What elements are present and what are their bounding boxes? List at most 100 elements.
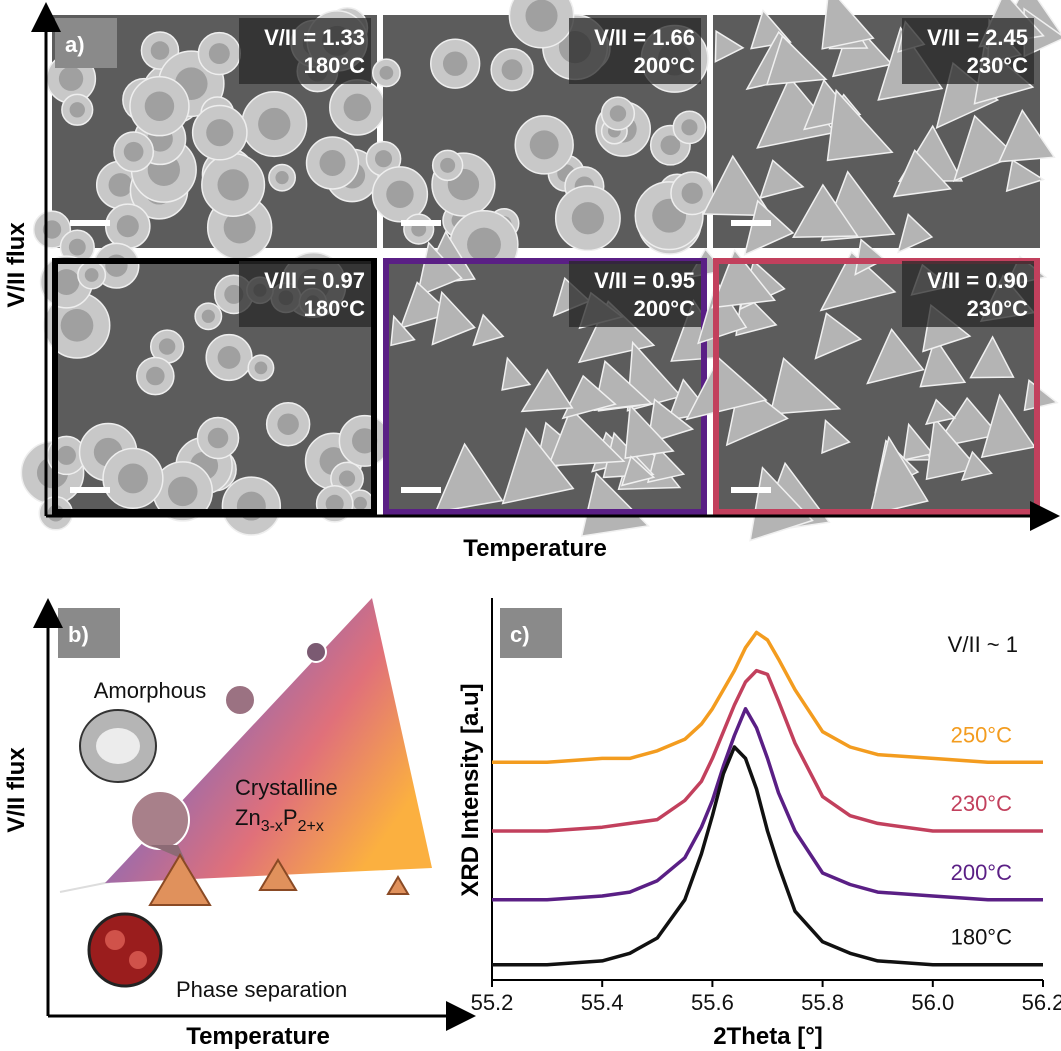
amorphous-icon <box>96 728 140 764</box>
grain-core <box>525 0 557 32</box>
grain-core <box>277 413 298 434</box>
x-tick-label: 55.4 <box>581 990 624 1015</box>
grain-core <box>159 338 175 354</box>
panel-label: b) <box>68 622 89 647</box>
divider <box>60 882 110 892</box>
grain-core <box>255 362 268 375</box>
panel-a: V/II = 1.33 180°C V/II = 1.66 200°C V/II = 2… <box>21 0 1061 541</box>
ratio-label: V/II = 0.97 <box>264 268 365 293</box>
grain-core <box>339 470 355 486</box>
grain-core <box>57 446 76 465</box>
temp-label: 230°C <box>967 296 1029 321</box>
grain-core <box>682 183 703 204</box>
crystal-icon <box>225 685 255 715</box>
crystal-icon <box>306 642 326 662</box>
grain-core <box>118 463 148 493</box>
grain-core <box>681 119 697 135</box>
x-tick-label: 56.0 <box>911 990 954 1015</box>
scale-bar <box>731 220 771 226</box>
grain <box>1025 380 1058 410</box>
grain-core <box>206 119 233 146</box>
grain-core <box>375 150 392 167</box>
scale-bar <box>401 487 441 493</box>
grain-core <box>209 43 230 64</box>
phase-separation-icon <box>129 951 147 969</box>
y-axis-label: V/II flux <box>3 222 30 308</box>
panel-c: c) V/II ~ 1 XRD Intensity [a.u] 2Theta [… <box>457 598 1061 1050</box>
annotation: V/II ~ 1 <box>948 632 1018 657</box>
grain-core <box>275 171 288 184</box>
formula-part: Zn <box>235 805 261 830</box>
formula-part: 2+x <box>298 818 324 835</box>
grain-core <box>85 268 99 282</box>
x-tick-label: 55.8 <box>801 990 844 1015</box>
ratio-label: V/II = 1.33 <box>264 25 365 50</box>
grain-core <box>145 91 174 120</box>
grain-core <box>440 158 455 173</box>
grain-core <box>70 102 85 117</box>
grain-core <box>380 66 394 80</box>
grain-core <box>344 94 372 122</box>
temp-label: 180°C <box>304 296 366 321</box>
grain-core <box>610 105 626 121</box>
ratio-label: V/II = 2.45 <box>927 25 1028 50</box>
temp-label: 180°C <box>304 53 366 78</box>
region-label: Amorphous <box>94 678 207 703</box>
scale-bar <box>401 220 441 226</box>
x-tick-label: 56.2 <box>1022 990 1061 1015</box>
y-axis-label: V/II flux <box>3 747 30 833</box>
scale-bar <box>70 487 110 493</box>
grain-core <box>354 497 367 510</box>
ratio-label: V/II = 0.95 <box>594 268 695 293</box>
grain-core <box>69 239 86 256</box>
grain-core <box>117 215 139 237</box>
series-label: 230°C <box>951 791 1013 816</box>
ratio-label: V/II = 0.90 <box>927 268 1028 293</box>
grain-core <box>218 346 241 369</box>
phase-separation-icon <box>105 930 125 950</box>
panel-label: a) <box>65 32 85 57</box>
grain-core <box>105 254 127 276</box>
temp-label: 200°C <box>634 296 696 321</box>
y-axis-label: XRD Intensity [a.u] <box>457 683 484 896</box>
x-tick-label: 55.6 <box>691 990 734 1015</box>
grain-core <box>61 309 94 342</box>
grain-core <box>443 51 467 75</box>
grain-core <box>168 477 198 507</box>
series-label: 250°C <box>951 722 1013 747</box>
grain-core <box>467 228 501 262</box>
x-axis-label: Temperature <box>463 535 607 562</box>
grain-core <box>217 169 248 200</box>
formula-part: P <box>283 805 298 830</box>
crystal-icon <box>131 791 189 849</box>
ratio-label: V/II = 1.66 <box>594 25 695 50</box>
region-label: Phase separation <box>176 977 347 1002</box>
grain-core <box>502 59 523 80</box>
grain-core <box>59 67 83 91</box>
grain-core <box>151 41 170 60</box>
triangle-icon <box>388 877 408 894</box>
grain-core <box>572 202 604 234</box>
region-label: Crystalline <box>235 775 338 800</box>
grain-core <box>530 130 559 159</box>
x-axis-label: Temperature <box>186 1023 330 1050</box>
series-label: 180°C <box>951 925 1013 950</box>
panel-label: c) <box>510 622 530 647</box>
scale-bar <box>70 220 110 226</box>
grain-core <box>109 173 133 197</box>
x-axis-label: 2Theta [°] <box>713 1023 823 1050</box>
phase-separation-icon <box>89 914 161 986</box>
temp-label: 200°C <box>634 53 696 78</box>
x-tick-label: 55.2 <box>471 990 514 1015</box>
temp-label: 230°C <box>967 53 1029 78</box>
grain-core <box>208 428 229 449</box>
panel-b: b) Amorphous Crystalline Zn3-xP2+x Phase… <box>3 598 470 1050</box>
grain-core <box>386 181 413 208</box>
grain-core <box>146 367 165 386</box>
grain-core <box>124 142 144 162</box>
grain-core <box>320 150 346 176</box>
series-label: 200°C <box>951 860 1013 885</box>
scale-bar <box>731 487 771 493</box>
formula-part: 3-x <box>261 818 283 835</box>
grain-core <box>258 108 290 140</box>
